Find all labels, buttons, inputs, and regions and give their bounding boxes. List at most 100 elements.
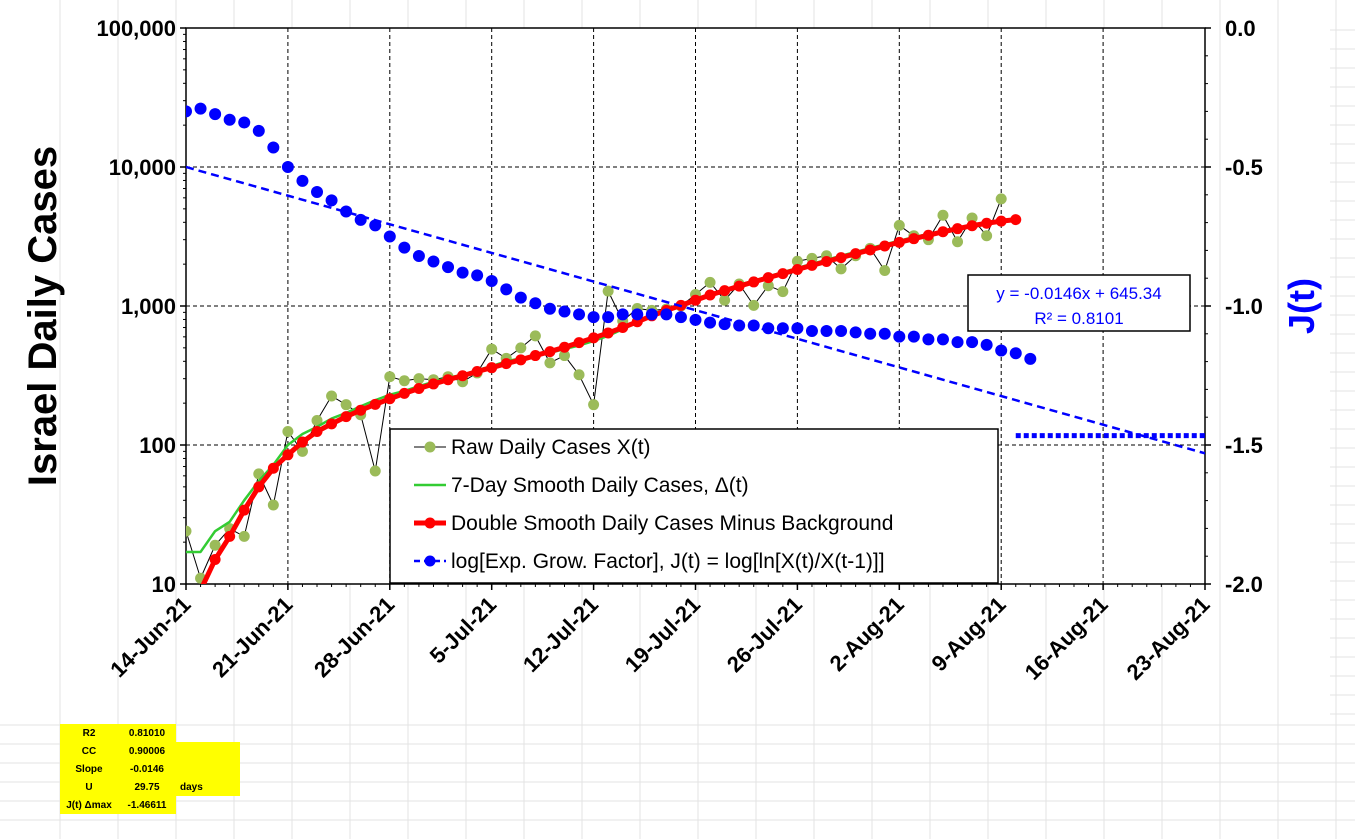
double-smooth-cases-point <box>937 226 949 238</box>
y2-tick-label: 0.0 <box>1225 16 1256 41</box>
raw-daily-cases-point <box>311 415 323 427</box>
j-t-factor-point <box>325 194 338 207</box>
raw-daily-cases-point <box>937 209 949 221</box>
raw-daily-cases-point <box>981 230 993 242</box>
legend-item: log[Exp. Grow. Factor], J(t) = log[ln[X(… <box>414 550 885 573</box>
j-t-factor-point <box>704 316 717 329</box>
stats-label: Slope <box>60 760 118 778</box>
y2-tick-label: -2.0 <box>1225 572 1263 597</box>
x-tick-label: 5-Jul-21 <box>425 592 501 668</box>
j-t-factor-point <box>442 261 455 274</box>
j-t-factor-point <box>674 311 687 324</box>
j-t-factor-point <box>835 325 848 338</box>
j-t-factor-point <box>471 269 484 282</box>
j-t-factor-point <box>267 141 280 154</box>
j-t-factor-point <box>412 249 425 262</box>
double-smooth-cases-point <box>748 276 760 288</box>
raw-daily-cases-point <box>573 369 585 381</box>
double-smooth-cases-point <box>733 280 745 292</box>
double-smooth-cases-point <box>486 362 498 374</box>
stats-row: CC 0.90006 <box>60 742 240 760</box>
j-t-factor-point <box>689 313 702 326</box>
y2-tick-label: -0.5 <box>1225 155 1263 180</box>
double-smooth-cases-point <box>296 436 308 448</box>
double-smooth-cases-point <box>515 354 527 366</box>
j-t-factor-point <box>238 116 251 129</box>
j-t-factor-point <box>587 311 600 324</box>
raw-daily-cases-point <box>413 373 425 385</box>
j-t-factor-point <box>1024 352 1037 365</box>
legend-swatch-marker <box>424 555 436 567</box>
double-smooth-cases-point <box>224 530 236 542</box>
y-axis-title: Israel Daily Cases <box>21 146 65 486</box>
double-smooth-cases-point <box>777 268 789 280</box>
double-smooth-cases-point <box>413 382 425 394</box>
double-smooth-cases-point <box>340 411 352 423</box>
raw-daily-cases-point <box>529 330 541 342</box>
raw-daily-cases-point <box>588 399 600 411</box>
legend-box <box>389 428 999 584</box>
double-smooth-cases-point <box>267 462 279 474</box>
j-t-factor-point <box>864 327 877 340</box>
plot-series <box>186 102 1205 584</box>
series-layer <box>186 102 1205 584</box>
raw-daily-cases-point <box>186 525 192 537</box>
x-tick-label: 26-Jul-21 <box>722 592 807 677</box>
double-smooth-cases-point <box>602 327 614 339</box>
raw-daily-cases-point <box>544 357 556 369</box>
equation-line-1: y = -0.0146x + 645.34 <box>996 284 1161 303</box>
stats-label: U <box>60 778 118 796</box>
j-t-factor-point <box>500 283 513 296</box>
double-smooth-cases-series <box>200 214 1022 584</box>
double-smooth-cases-point <box>558 341 570 353</box>
j-t-factor-point <box>718 318 731 331</box>
double-smooth-cases-point <box>922 229 934 241</box>
stats-row: Slope -0.0146 <box>60 760 240 778</box>
equation-box <box>967 274 1191 332</box>
j-t-factor-point <box>281 161 294 173</box>
stats-unit: days <box>176 778 240 796</box>
x-tick-label: 2-Aug-21 <box>825 592 909 676</box>
raw-daily-cases-point <box>791 255 803 267</box>
x-tick-label: 28-Jun-21 <box>309 592 399 682</box>
x-tick-label: 19-Jul-21 <box>620 592 705 677</box>
double-smooth-cases-point <box>238 504 250 516</box>
stats-value: -1.46611 <box>118 796 176 814</box>
raw-daily-cases-point <box>777 286 789 298</box>
stats-table: R2 0.81010 CC 0.90006 Slope -0.0146 U 29… <box>60 724 240 814</box>
legend-swatch-marker <box>424 441 436 453</box>
j-t-factor-point <box>485 274 498 287</box>
double-smooth-cases-point <box>427 378 439 390</box>
double-smooth-cases-point <box>544 346 556 358</box>
j-t-factor-point <box>995 344 1008 357</box>
raw-daily-cases-point <box>267 499 279 511</box>
y2-tick-label: -1.5 <box>1225 433 1263 458</box>
j-t-factor-point <box>602 311 615 324</box>
y-tick-label: 1,000 <box>121 294 176 319</box>
raw-daily-cases-point <box>486 343 498 355</box>
j-t-factor-point <box>543 302 556 315</box>
double-smooth-cases-point <box>617 322 629 334</box>
j-t-factor-point <box>340 205 353 218</box>
x-tick-label: 12-Jul-21 <box>518 592 603 677</box>
raw-daily-cases-point <box>748 299 760 311</box>
double-smooth-cases-point <box>1010 214 1022 226</box>
raw-daily-cases-point <box>879 265 891 277</box>
j-t-factor-point <box>529 297 542 310</box>
raw-daily-cases-point <box>515 342 527 354</box>
j-t-factor-point <box>311 186 324 199</box>
stats-row: J(t) Δmax -1.46611 <box>60 796 240 814</box>
double-smooth-cases-point <box>806 259 818 271</box>
j-t-factor-point <box>1009 347 1022 360</box>
double-smooth-cases-point <box>704 289 716 301</box>
raw-daily-cases-point <box>238 530 250 542</box>
double-smooth-cases-point <box>355 404 367 416</box>
raw-daily-cases-point <box>384 371 396 383</box>
raw-daily-cases-point <box>296 445 308 457</box>
stats-row: U 29.75 days <box>60 778 240 796</box>
y-tick-label: 10 <box>152 572 176 597</box>
raw-daily-cases-point <box>966 212 978 224</box>
right-axis: -2.0 -1.5 -1.0 -0.5 0.0 <box>1205 16 1263 597</box>
double-smooth-cases-point <box>995 215 1007 227</box>
